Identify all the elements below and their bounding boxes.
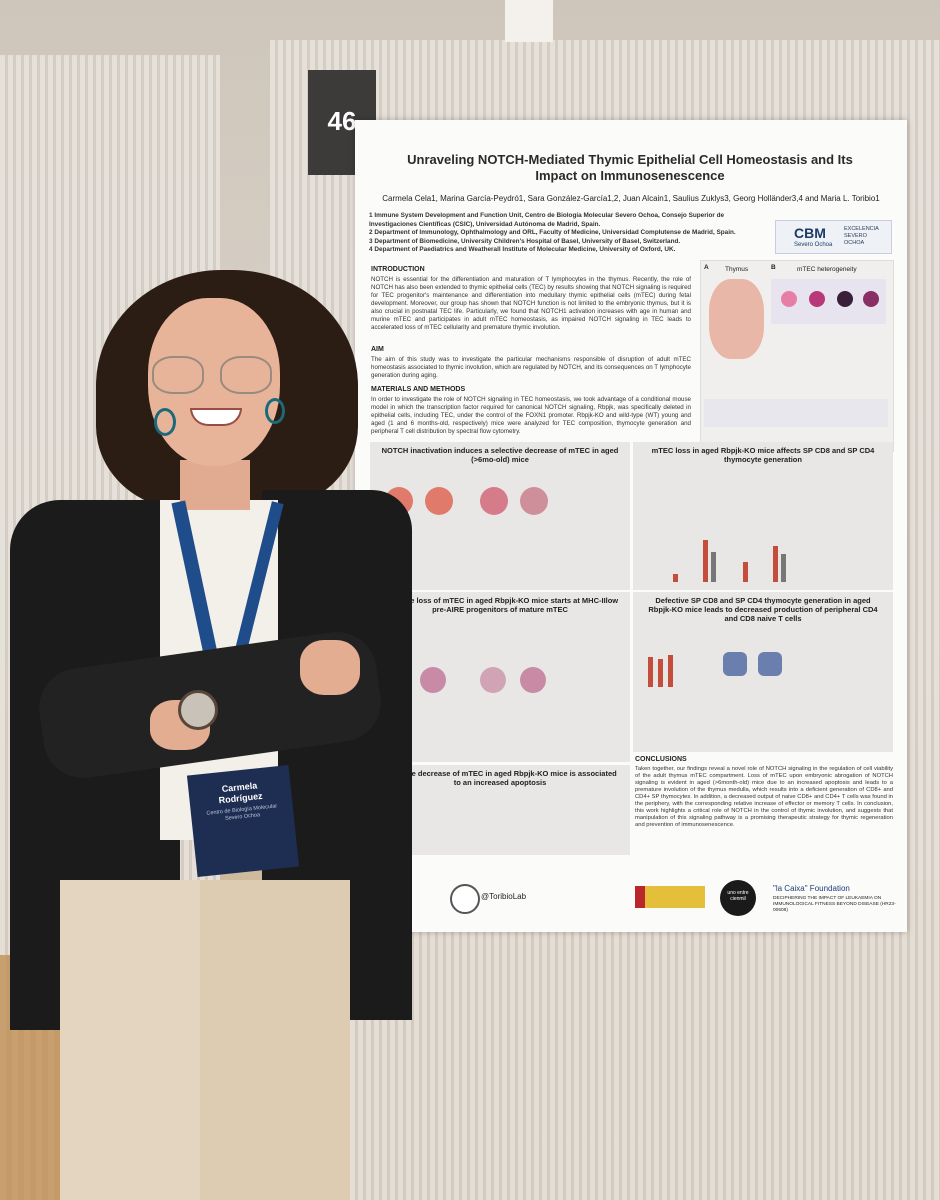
trousers [60, 880, 200, 1200]
bar [703, 540, 708, 582]
flow-plot [480, 667, 506, 693]
fig-label-b: B [771, 264, 776, 271]
lab-handle: @ToribioLab [481, 892, 527, 901]
figure-thymus-model: A Thymus B mTEC heterogeneity [700, 260, 894, 452]
bar [711, 552, 716, 582]
poster-title: Unraveling NOTCH-Mediated Thymic Epithel… [407, 152, 853, 183]
mtec-cell-3 [837, 291, 853, 307]
glasses-icon [220, 356, 272, 394]
bar [743, 562, 748, 582]
affiliation-1: 1 Immune System Development and Function… [369, 212, 725, 228]
thymus-illustration [709, 279, 764, 359]
cbm-logo-sub: Severo Ochoa [794, 242, 833, 248]
bar [781, 554, 786, 582]
affiliation-3: 3 Department of Biomedicine, University … [369, 237, 681, 245]
conclusions-text: Taken together, our findings reveal a no… [635, 766, 893, 828]
watch-icon [178, 690, 218, 730]
cbm-logo: CBM Severo Ochoa EXCELENCIA SEVERO OCHOA [775, 220, 892, 254]
panel-2-heading: mTEC loss in aged Rbpjk-KO mice affects … [651, 446, 875, 464]
bar [648, 657, 653, 687]
foundation-name: "la Caixa" Foundation [773, 884, 850, 893]
name-badge: Carmela Rodríguez Centro de Biología Mol… [186, 764, 300, 878]
aim-text: The aim of this study was to investigate… [371, 356, 691, 379]
mtec-cell-1 [781, 291, 797, 307]
panel-1-heading: NOTCH inactivation induces a selective d… [381, 446, 619, 464]
cbm-logo-name: CBM [794, 225, 826, 241]
affiliation-4: 4 Department of Paediatrics and Weathera… [369, 246, 676, 253]
flow-plot [420, 667, 446, 693]
fig-label-thymus: Thymus [725, 266, 749, 273]
flow-plot [520, 487, 548, 515]
mtec-cell-2 [809, 291, 825, 307]
fig-label-a: A [704, 264, 709, 271]
flow-plot [425, 487, 453, 515]
panel-5-heading: Selective decrease of mTEC in aged Rbpjk… [383, 769, 617, 787]
hand [300, 640, 360, 695]
mtec-cell-4 [863, 291, 879, 307]
intro-heading: INTRODUCTION [371, 266, 425, 273]
flow-plot [480, 487, 508, 515]
toribio-lab-logo [450, 884, 480, 914]
earring-icon [265, 398, 285, 424]
excellence-logo: EXCELENCIA SEVERO OCHOA [844, 226, 879, 246]
trousers [200, 880, 350, 1200]
org-name: uno entre cienmil [727, 890, 749, 902]
poster-authors: Carmela Cela1, Marina García-Peydró1, Sa… [382, 194, 880, 203]
neck [180, 460, 250, 510]
conclusions-heading: CONCLUSIONS [635, 756, 687, 763]
poster-affiliations: 1 Immune System Development and Function… [369, 212, 759, 255]
research-poster: Unraveling NOTCH-Mediated Thymic Epithel… [355, 120, 907, 932]
bar-chart [643, 647, 703, 687]
bar [658, 659, 663, 687]
ceiling-light [505, 0, 553, 42]
bar [668, 655, 673, 687]
aim-heading: AIM [371, 346, 384, 353]
panel-5: Selective decrease of mTEC in aged Rbpjk… [370, 765, 630, 855]
uno-entre-cienmil-logo: uno entre cienmil [720, 880, 756, 916]
flow-plot [723, 652, 747, 676]
panel-4: Defective SP CD8 and SP CD4 thymocyte ge… [633, 592, 893, 752]
panel-4-heading: Defective SP CD8 and SP CD4 thymocyte ge… [648, 596, 878, 623]
earring-icon [154, 408, 176, 436]
foundation-project: DECIPHERING THE IMPACT OF LEUKAEMIA ON I… [773, 896, 896, 913]
spain-gov-logo [635, 886, 705, 908]
panel-1: NOTCH inactivation induces a selective d… [370, 442, 630, 590]
methods-text: In order to investigate the role of NOTC… [371, 396, 691, 435]
fig-label-mtec: mTEC heterogeneity [797, 266, 857, 273]
poster-footer: @ToribioLab uno entre cienmil "la Caixa"… [355, 862, 907, 932]
panel-3: Selective loss of mTEC in aged Rbpjk-KO … [370, 592, 630, 762]
bar [673, 574, 678, 582]
glasses-icon [152, 356, 204, 394]
intro-text: NOTCH is essential for the differentiati… [371, 276, 691, 331]
panel-2: mTEC loss in aged Rbpjk-KO mice affects … [633, 442, 893, 590]
methods-heading: MATERIALS AND METHODS [371, 386, 466, 393]
flow-plot [520, 667, 546, 693]
flow-plot [758, 652, 782, 676]
affiliation-2: 2 Department of Immunology, Ophthalmolog… [369, 229, 736, 236]
mouse-model-diagram [704, 399, 888, 427]
bar-chart [663, 532, 803, 582]
panel-3-heading: Selective loss of mTEC in aged Rbpjk-KO … [381, 596, 619, 614]
bar [773, 546, 778, 582]
